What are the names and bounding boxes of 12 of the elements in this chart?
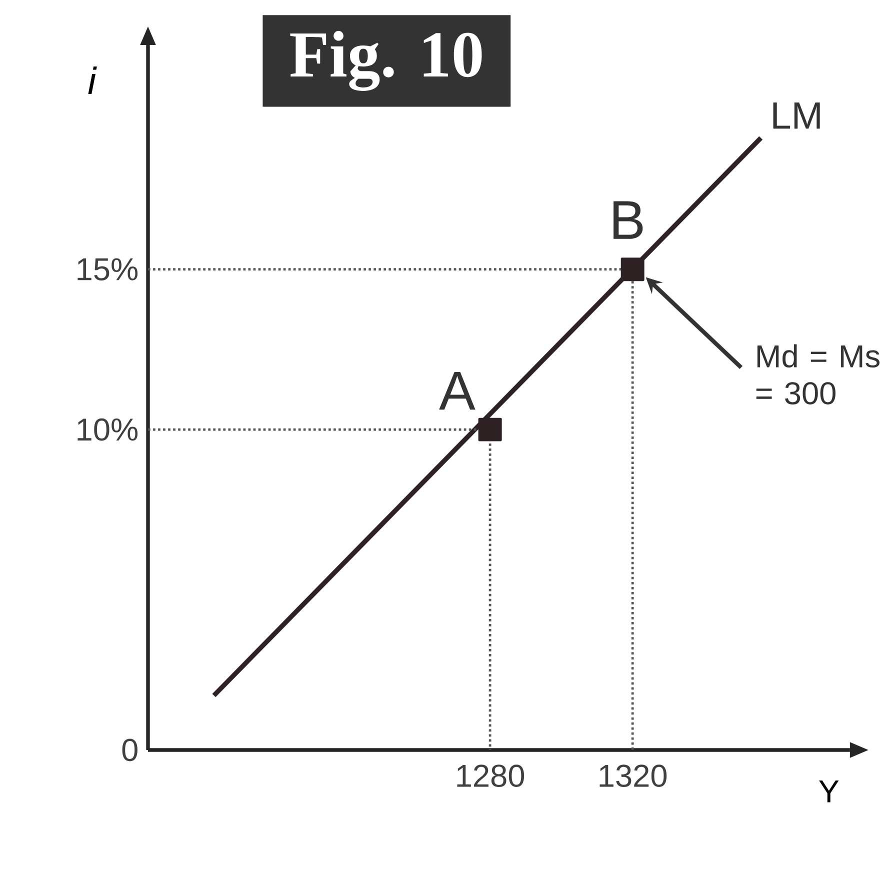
x-tick-label: 1320: [600, 764, 667, 787]
annotation: Md = Ms = 300: [756, 344, 880, 404]
y-axis-title: i: [88, 66, 97, 94]
y-tick-label: 15%: [78, 258, 138, 280]
x-tick-label: 1280: [457, 764, 524, 787]
annotation: B: [614, 201, 643, 239]
x-axis-title: Y: [819, 780, 839, 802]
chart-title: Fig. 10: [290, 30, 482, 91]
series-label: LM: [773, 102, 820, 129]
y-tick-label: 0: [122, 738, 138, 762]
y-tick-label: 10%: [78, 418, 138, 441]
annotation: A: [439, 372, 476, 410]
